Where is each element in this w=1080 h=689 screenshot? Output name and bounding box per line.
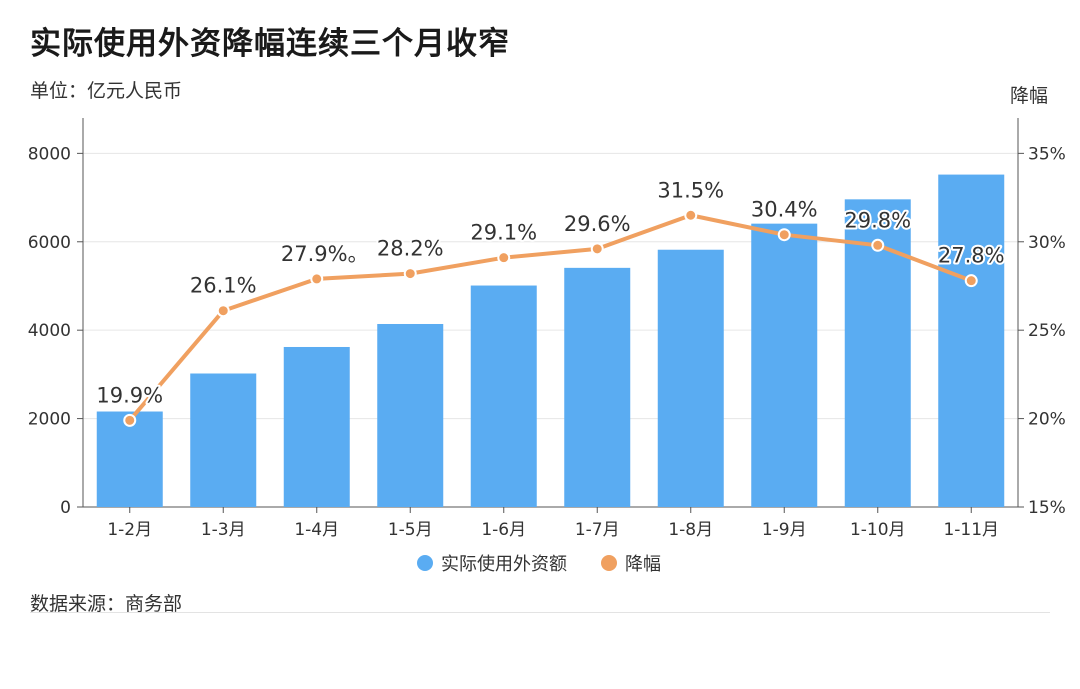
line-point: [871, 238, 885, 252]
bar: [751, 223, 818, 507]
unit-label: 单位：亿元人民币: [30, 80, 183, 102]
line-point: [497, 251, 511, 265]
data-label: 29.1%: [470, 221, 537, 245]
y-right-tick-label: 25%: [1028, 321, 1066, 341]
data-label: 19.9%: [96, 383, 163, 407]
data-label: 26.1%: [190, 274, 257, 298]
line-point: [310, 272, 324, 286]
bar: [96, 411, 163, 507]
y-left-tick-label: 2000: [28, 410, 71, 430]
x-tick-label: 1-11月: [943, 520, 999, 540]
legend-label: 实际使用外资额: [441, 554, 567, 575]
line-point: [684, 208, 698, 222]
data-label: 27.8%: [938, 244, 1005, 268]
source-note: 数据来源：商务部: [30, 593, 183, 615]
x-tick-label: 1-5月: [388, 520, 433, 540]
line-point: [590, 242, 604, 256]
data-label: 31.5%: [657, 178, 724, 202]
bar: [190, 373, 257, 507]
y-right-tick-label: 20%: [1028, 410, 1066, 430]
y-right-tick-label: 35%: [1028, 144, 1066, 164]
data-label: 29.8%: [844, 208, 911, 232]
line-point: [777, 228, 791, 242]
x-tick-label: 1-7月: [575, 520, 620, 540]
combo-chart: 0 2000 4000 6000 8000 15% 20% 25% 30% 35% 降幅 1-2月 1-…: [28, 85, 1066, 575]
y-right-axis-title: 降幅: [1010, 85, 1048, 107]
data-label: 27.9%。: [281, 242, 369, 266]
line-point: [403, 267, 417, 281]
footer-divider: [30, 612, 1050, 613]
bar: [283, 346, 350, 507]
x-tick-label: 1-10月: [850, 520, 906, 540]
y-left-tick-label: 8000: [28, 144, 71, 164]
data-label: 30.4%: [751, 198, 818, 222]
y-right-tick-label: 30%: [1028, 233, 1066, 253]
y-right-tick-label: 15%: [1028, 498, 1066, 518]
bar: [938, 174, 1005, 507]
line-point: [123, 413, 137, 427]
x-tick-label: 1-8月: [668, 520, 713, 540]
bar: [377, 323, 444, 507]
y-left-tick-label: 6000: [28, 233, 71, 253]
bar: [470, 285, 537, 507]
x-tick-label: 1-9月: [762, 520, 807, 540]
line-point: [964, 274, 978, 288]
chart-title: 实际使用外资降幅连续三个月收窄: [30, 26, 510, 62]
data-label: 29.6%: [564, 212, 631, 236]
x-tick-label: 1-2月: [107, 520, 152, 540]
x-tick-label: 1-6月: [481, 520, 526, 540]
y-left-tick-label: 4000: [28, 321, 71, 341]
x-tick-label: 1-4月: [294, 520, 339, 540]
y-left-tick-label: 0: [60, 498, 71, 518]
legend-swatch-line: [601, 555, 617, 571]
bar: [564, 267, 631, 507]
legend-swatch-bar: [417, 555, 433, 571]
line-series: [128, 213, 972, 422]
line-point: [216, 304, 230, 318]
legend-label: 降幅: [625, 554, 661, 575]
data-label: 28.2%: [377, 237, 444, 261]
x-tick-label: 1-3月: [201, 520, 246, 540]
bar: [657, 249, 724, 507]
